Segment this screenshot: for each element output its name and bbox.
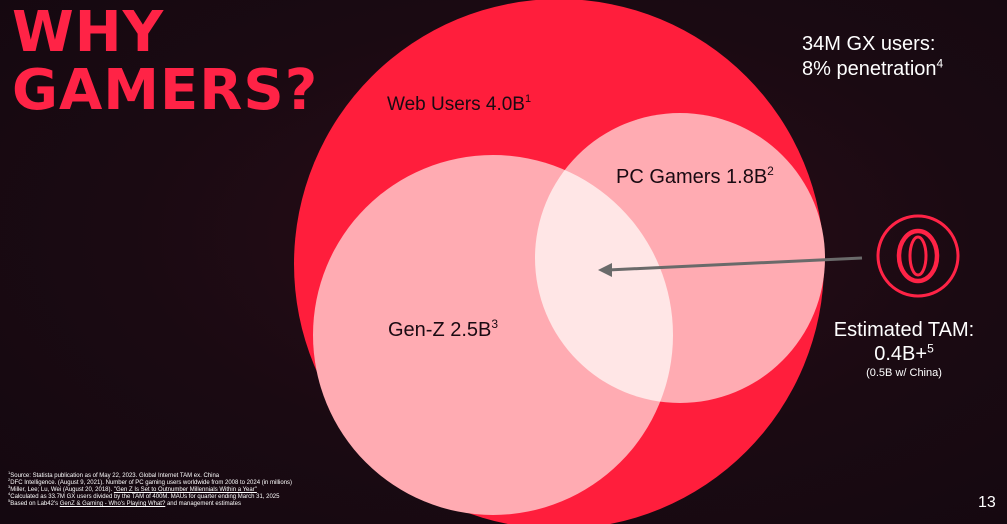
tam-label: Estimated TAM: xyxy=(833,319,975,341)
footnotes: 1Source: Statista publication as of May … xyxy=(8,470,568,508)
tam-value: 0.4B+5 xyxy=(874,341,934,365)
pc-gamers-label: PC Gamers 1.8B2 xyxy=(616,164,774,188)
footnote-1: 1Source: Statista publication as of May … xyxy=(8,470,220,480)
web-users-label: Web Users 4.0B1 xyxy=(387,93,531,115)
opera-gx-logo-icon xyxy=(876,214,960,298)
gen-z-label: Gen-Z 2.5B3 xyxy=(388,317,498,341)
gx-users-line: 34M GX users: xyxy=(802,33,936,55)
penetration-line: 8% penetration4 xyxy=(802,56,944,80)
footnote-3-link[interactable]: "Gen Z Is Set to Outnumber Millennials W… xyxy=(113,487,257,493)
footnote-2: 2DFC Intelligence. (August 9, 2021). Num… xyxy=(8,477,293,487)
page-title: WHY GAMERS? xyxy=(12,0,319,123)
tam-note: (0.5B w/ China) xyxy=(866,367,942,379)
footnote-5: 5Based on Lab42's GenZ & Gaming - Who's … xyxy=(8,498,242,508)
footnote-5-link[interactable]: GenZ & Gaming - Who's Playing What? xyxy=(59,501,166,507)
tam-arrow xyxy=(598,256,863,277)
estimated-tam: Estimated TAM: 0.4B+5 (0.5B w/ China) xyxy=(820,318,988,381)
footnote-3: 3Miller, Lee; Lu, Wei (August 20, 2018).… xyxy=(8,484,257,494)
footnote-4: 4Calculated as 33.7M GX users divided by… xyxy=(8,491,280,501)
overlap-region xyxy=(535,155,673,403)
gx-users-stat: 34M GX users: 8% penetration4 xyxy=(802,32,943,82)
page-number: 13 xyxy=(978,494,996,511)
